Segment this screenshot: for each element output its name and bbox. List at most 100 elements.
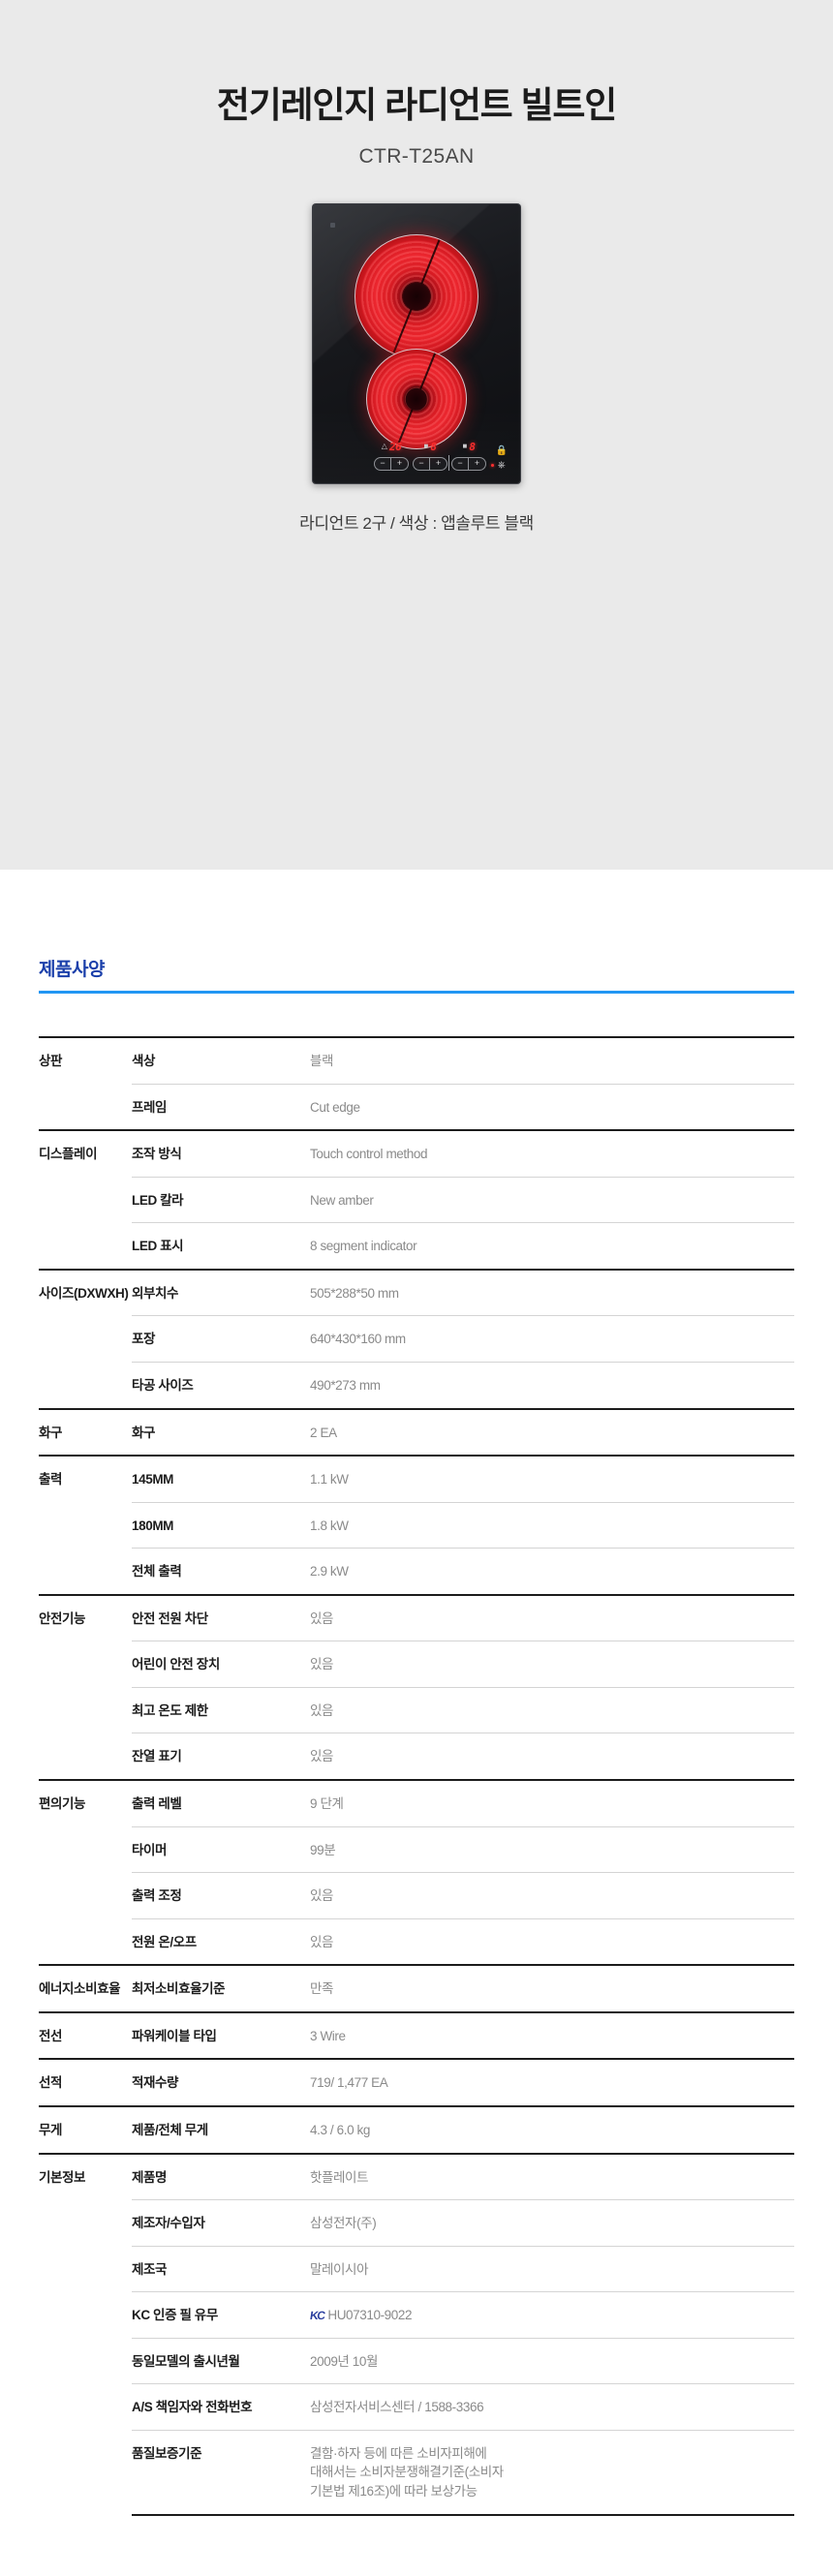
panel-divider: [448, 455, 449, 472]
burner-large-icon: ■: [462, 442, 468, 451]
right-burner-rocker[interactable]: − +: [451, 456, 486, 471]
left-burner-value: 8: [430, 440, 437, 453]
table-row: 선적 적재수량 719/ 1,477 EA: [39, 2058, 794, 2106]
spec-header: 제품사양: [39, 870, 794, 994]
kc-certification-icon: KC: [309, 2309, 325, 2323]
spec-category: 무게: [39, 2104, 132, 2154]
spec-value: 3 Wire: [310, 2010, 794, 2060]
power-icon[interactable]: ⎈: [490, 461, 508, 471]
table-row: 기본정보 제품명 핫플레이트: [39, 2152, 794, 2515]
spec-label: 안전 전원 차단: [132, 1593, 310, 1641]
timer-minus-button[interactable]: −: [375, 457, 391, 470]
spec-category: 안전기능: [39, 1593, 132, 1780]
table-row: 품질보증기준 결함·하자 등에 따른 소비자피해에 대해서는 소비자분쟁해결기준(…: [39, 2429, 794, 2516]
left-burner-rocker[interactable]: − +: [413, 456, 447, 471]
spec-label: 전체 출력: [132, 1548, 310, 1595]
spec-value: 말레이시아: [310, 2245, 794, 2292]
spec-label: 조작 방식: [132, 1129, 310, 1178]
table-row: LED 칼라 New amber: [39, 1176, 794, 1223]
right-burner-control-group[interactable]: ■ 8 − +: [451, 441, 486, 472]
spec-category: 편의기능: [39, 1778, 132, 1966]
table-row: 출력 조정 있음: [39, 1872, 794, 1919]
spec-label: 출력 조정: [132, 1872, 310, 1919]
table-row: 편의기능 출력 레벨 9 단계: [39, 1778, 794, 1966]
spec-value: 1.1 kW: [310, 1455, 794, 1503]
sensor-dot-icon: [330, 223, 335, 229]
spec-label: 최저소비효율기준: [132, 1964, 310, 2012]
spec-value: 2009년 10월: [310, 2337, 794, 2384]
timer-rocker[interactable]: − +: [374, 456, 409, 471]
table-row: 동일모델의 출시년월 2009년 10월: [39, 2337, 794, 2384]
spec-label: 180MM: [132, 1501, 310, 1549]
left-burner-control-group[interactable]: ■ 8 − +: [413, 441, 447, 472]
burner-large-icon: [355, 234, 478, 359]
spec-label: 품질보증기준: [132, 2429, 310, 2516]
burner-spoke: [392, 239, 441, 354]
lock-icon[interactable]: 🔒: [495, 445, 508, 457]
table-row: 포장 640*430*160 mm: [39, 1315, 794, 1363]
spec-label: 타이머: [132, 1825, 310, 1873]
spec-category: 디스플레이: [39, 1129, 132, 1270]
table-row: 프레임 Cut edge: [39, 1083, 794, 1131]
spec-value: 505*288*50 mm: [310, 1268, 794, 1316]
table-row: 잔열 표기 있음: [39, 1733, 794, 1780]
spec-label: 적재수량: [132, 2058, 310, 2106]
table-row: A/S 책임자와 전화번호 삼성전자서비스센터 / 1588-3366: [39, 2383, 794, 2431]
spec-label: 포장: [132, 1315, 310, 1363]
right-burner-plus-button[interactable]: +: [474, 458, 480, 469]
spec-category: 에너지소비효율: [39, 1964, 132, 2012]
power-indicator-dot: [490, 464, 494, 468]
spec-value: 640*430*160 mm: [310, 1315, 794, 1363]
spec-label: 제품/전체 무게: [132, 2104, 310, 2154]
spec-value: 490*273 mm: [310, 1361, 794, 1409]
product-image: △ 26 − + ■ 8 − +: [312, 203, 521, 485]
bell-icon: △: [381, 442, 387, 451]
spec-value: 있음: [310, 1641, 794, 1688]
table-row: 어린이 안전 장치 있음: [39, 1641, 794, 1688]
spec-value: 블랙: [310, 1035, 794, 1085]
spec-value: Touch control method: [310, 1129, 794, 1178]
page-title: 전기레인지 라디언트 빌트인: [216, 85, 617, 125]
spec-value: 있음: [310, 1593, 794, 1641]
burner-small-icon: ■: [423, 442, 429, 451]
spec-value: 핫플레이트: [310, 2152, 794, 2200]
table-row: 전선 파워케이블 타입 3 Wire: [39, 2010, 794, 2060]
left-burner-readout: ■ 8: [413, 441, 447, 453]
timer-value: 26: [388, 440, 402, 453]
spec-table: 상판 색상 블랙 프레임 Cut edge 디스플레이 조작 방식 Touch control…: [39, 1035, 794, 2516]
spec-label: 색상: [132, 1035, 310, 1085]
table-row: 최고 온도 제한 있음: [39, 1686, 794, 1733]
left-burner-plus-button[interactable]: +: [435, 458, 442, 469]
spec-value: KC HU07310-9022: [309, 2291, 794, 2339]
spec-label: KC 인증 필 유무: [132, 2291, 310, 2339]
product-caption: 라디언트 2구 / 색상 : 앱솔루트 블랙: [299, 514, 534, 534]
spec-label: 잔열 표기: [132, 1733, 310, 1780]
spec-label: 프레임: [132, 1083, 310, 1131]
timer-control-group[interactable]: △ 26 − +: [374, 441, 409, 472]
table-row: 무게 제품/전체 무게 4.3 / 6.0 kg: [39, 2104, 794, 2154]
spec-label: 화구: [132, 1407, 310, 1457]
spec-label: 어린이 안전 장치: [132, 1641, 310, 1688]
spec-value: 삼성전자서비스센터 / 1588-3366: [310, 2383, 794, 2431]
table-row: 타이머 99분: [39, 1825, 794, 1873]
timer-plus-button[interactable]: +: [396, 458, 403, 469]
table-row: 디스플레이 조작 방식 Touch control method: [39, 1129, 794, 1270]
spec-category: 출력: [39, 1455, 132, 1595]
table-row: KC 인증 필 유무 KC HU07310-9022: [39, 2291, 794, 2339]
power-control-group[interactable]: 🔒 ⎈: [490, 445, 508, 471]
spec-label: 제조국: [132, 2245, 310, 2292]
table-row: LED 표시 8 segment indicator: [39, 1222, 794, 1270]
spec-value: 1.8 kW: [310, 1501, 794, 1549]
spec-value: 결함·하자 등에 따른 소비자피해에 대해서는 소비자분쟁해결기준(소비자 기본…: [310, 2429, 794, 2516]
spec-value: 있음: [310, 1733, 794, 1780]
table-row: 전체 출력 2.9 kW: [39, 1548, 794, 1595]
spec-label: 제조자/수입자: [132, 2199, 310, 2247]
left-burner-minus-button[interactable]: −: [414, 457, 430, 470]
table-row: 180MM 1.8 kW: [39, 1501, 794, 1549]
right-burner-minus-button[interactable]: −: [452, 457, 469, 470]
spec-label: 외부치수: [132, 1268, 310, 1316]
spec-label: LED 칼라: [132, 1176, 310, 1223]
table-row: 출력 145MM 1.1 kW: [39, 1455, 794, 1595]
spec-category: 기본정보: [39, 2152, 132, 2515]
spec-label: 타공 사이즈: [132, 1361, 310, 1409]
